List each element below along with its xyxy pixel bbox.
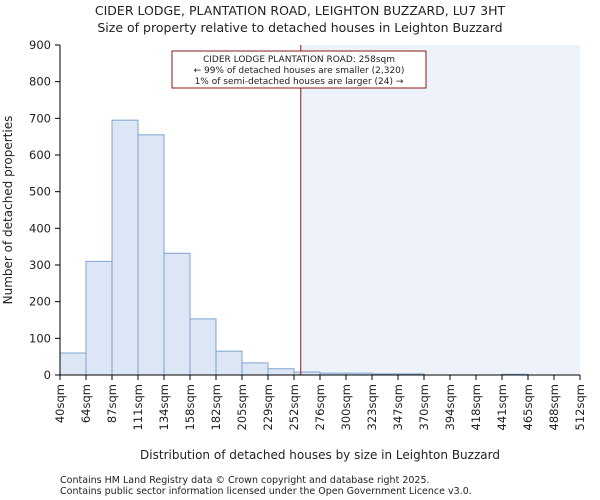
x-tick-label-276sqm: 276sqm [313,384,327,430]
x-tick-label-418sqm: 418sqm [469,384,483,430]
x-tick-label-111sqm: 111sqm [131,384,145,430]
annotation-line-3: 1% of semi-detached houses are larger (2… [195,77,404,87]
x-axis-label: Distribution of detached houses by size … [140,448,500,462]
x-tick-label-205sqm: 205sqm [235,384,249,430]
y-tick-label-200: 200 [29,295,51,309]
bar-158sqm [189,318,217,376]
y-tick-label-900: 900 [29,38,51,52]
footer-line-2: Contains public sector information licen… [60,486,472,497]
y-axis-label: Number of detached properties [1,116,15,305]
x-tick-label-40sqm: 40sqm [53,384,67,423]
annotation-line-1: CIDER LODGE PLANTATION ROAD: 258sqm [203,55,395,65]
bar-182sqm [215,350,243,376]
x-tick-label-300sqm: 300sqm [339,384,353,430]
x-tick-label-229sqm: 229sqm [261,384,275,430]
x-tick-label-158sqm: 158sqm [183,384,197,430]
x-tick-label-182sqm: 182sqm [209,384,223,430]
y-tick-label-100: 100 [29,331,51,345]
x-tick-label-87sqm: 87sqm [105,384,119,423]
bar-229sqm [267,368,295,376]
y-tick-label-800: 800 [29,75,51,89]
footer-line-1: Contains HM Land Registry data © Crown c… [60,475,430,486]
x-tick-label-465sqm: 465sqm [521,384,535,430]
x-tick-label-370sqm: 370sqm [417,384,431,430]
y-axis: 0 100 200 300 400 500 600 700 800 900 [29,38,60,382]
x-tick-label-252sqm: 252sqm [287,384,301,430]
x-tick-label-441sqm: 441sqm [495,384,509,430]
bar-64sqm [85,260,113,376]
chart-subtitle: Size of property relative to detached ho… [97,20,502,35]
x-tick-label-394sqm: 394sqm [443,384,457,430]
y-tick-label-500: 500 [29,185,51,199]
x-tick-label-347sqm: 347sqm [391,384,405,430]
y-tick-label-600: 600 [29,148,51,162]
y-tick-label-700: 700 [29,111,51,125]
x-tick-label-323sqm: 323sqm [365,384,379,430]
bar-111sqm [137,134,165,376]
annotation-line-2: ← 99% of detached houses are smaller (2,… [194,66,405,76]
x-tick-label-64sqm: 64sqm [79,384,93,423]
x-tick-label-488sqm: 488sqm [547,384,561,430]
y-tick-label-0: 0 [44,368,51,382]
x-tick-label-512sqm: 512sqm [573,384,587,430]
bar-40sqm [59,352,87,376]
highlight-region [300,45,580,375]
bar-87sqm [111,119,139,376]
y-tick-label-300: 300 [29,258,51,272]
y-tick-label-400: 400 [29,221,51,235]
bar-134sqm [163,252,191,376]
annotation-box: CIDER LODGE PLANTATION ROAD: 258sqm ← 99… [171,50,427,89]
bars-group [59,119,529,376]
x-tick-label-134sqm: 134sqm [157,384,171,430]
x-axis: 40sqm 64sqm 87sqm 111sqm 134sqm 158sqm 182sqm 2… [53,375,587,430]
chart-title: CIDER LODGE, PLANTATION ROAD, LEIGHTON B… [95,3,506,18]
bar-205sqm [241,362,269,376]
